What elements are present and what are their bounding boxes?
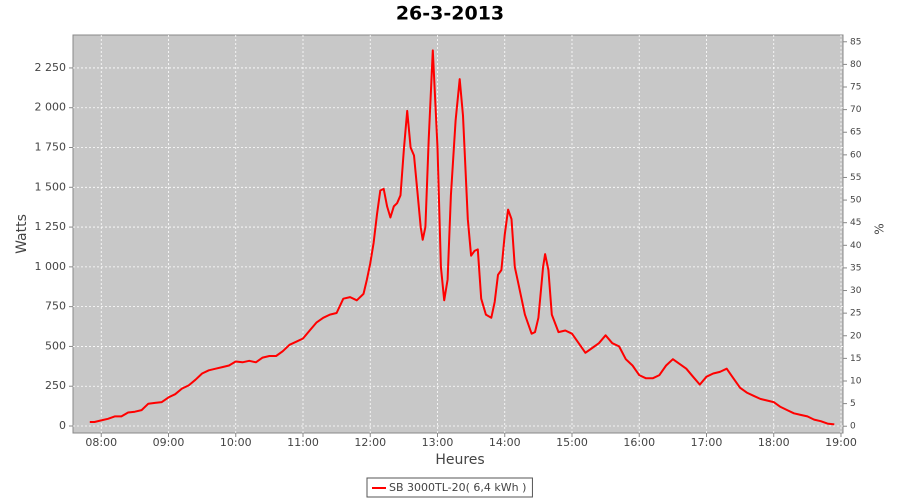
y-tick-label: 750 (45, 300, 66, 313)
x-tick-label: 16:00 (623, 436, 655, 449)
y2-tick-label: 80 (850, 60, 862, 70)
y2-tick-label: 35 (850, 263, 861, 273)
legend-box (366, 477, 533, 498)
y-tick-label: 0 (59, 419, 66, 432)
y-tick-label: 1 000 (35, 260, 67, 273)
y-tick-label: 2 250 (35, 61, 67, 74)
chart-title: 26-3-2013 (396, 3, 504, 25)
x-tick-label: 11:00 (287, 436, 319, 449)
y2-tick-label: 40 (850, 241, 862, 251)
x-tick-label: 19:00 (825, 436, 857, 449)
legend: SB 3000TL-20( 6,4 kWh ) (366, 477, 533, 498)
y2-tick-label: 25 (850, 309, 861, 319)
y2-tick-label: 85 (850, 37, 861, 47)
x-tick-label: 13:00 (422, 436, 454, 449)
y-tick-label: 250 (45, 379, 66, 392)
y-tick-label: 2 000 (35, 101, 67, 114)
y2-tick-label: 20 (850, 331, 862, 341)
y2-tick-label: 70 (850, 105, 862, 115)
y-axis-label: Watts (14, 214, 30, 254)
x-tick-label: 10:00 (220, 436, 252, 449)
data-line (89, 49, 835, 426)
y2-tick-label: 0 (850, 422, 856, 432)
y-tick-label: 500 (45, 339, 66, 352)
legend-label: SB 3000TL-20( 6,4 kWh ) (389, 481, 526, 494)
x-tick-label: 17:00 (691, 436, 723, 449)
y2-tick-label: 75 (850, 83, 861, 93)
y2-tick-label: 60 (850, 150, 862, 160)
y2-axis-label: % (873, 223, 887, 234)
y2-tick-label: 65 (850, 128, 861, 138)
y2-tick-label: 10 (850, 376, 862, 386)
y2-tick-label: 45 (850, 218, 861, 228)
y-tick-label: 1 500 (35, 180, 67, 193)
x-axis-label: Heures (435, 452, 484, 468)
y2-tick-label: 5 (850, 399, 856, 409)
x-tick-label: 12:00 (354, 436, 386, 449)
y2-tick-label: 55 (850, 173, 861, 183)
y-tick-label: 1 750 (35, 141, 67, 154)
x-tick-label: 15:00 (556, 436, 588, 449)
x-tick-label: 18:00 (758, 436, 790, 449)
x-tick-label: 08:00 (85, 436, 117, 449)
y2-tick-label: 15 (850, 354, 861, 364)
y-tick-label: 1 250 (35, 220, 67, 233)
y2-tick-label: 30 (850, 286, 862, 296)
x-tick-label: 09:00 (153, 436, 185, 449)
y2-tick-label: 50 (850, 196, 862, 206)
x-tick-label: 14:00 (489, 436, 521, 449)
